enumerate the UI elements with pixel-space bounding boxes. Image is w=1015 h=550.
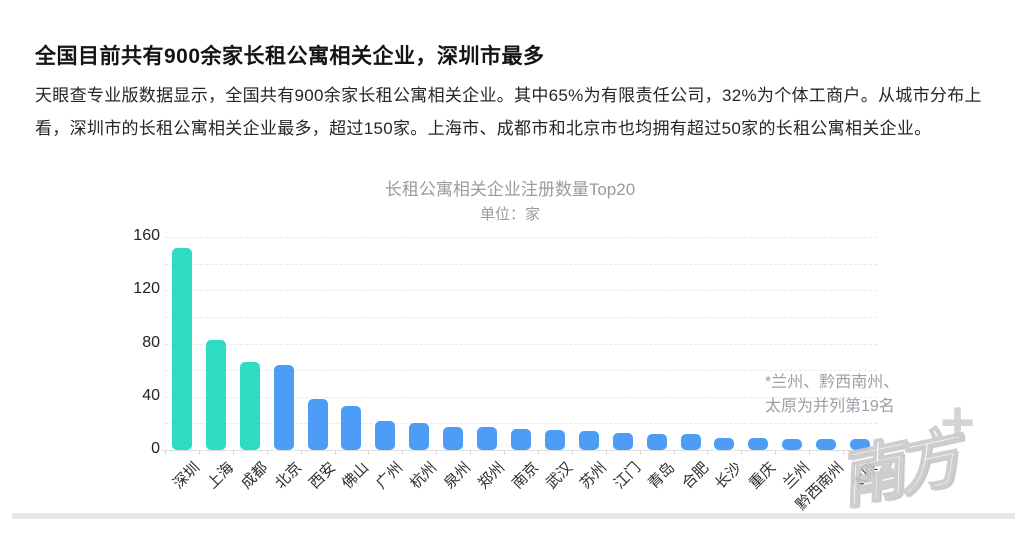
bar-泉州 xyxy=(443,427,464,450)
bar-苏州 xyxy=(578,431,599,450)
y-tick-label-40: 40 xyxy=(142,386,160,404)
gridline-80 xyxy=(165,343,877,345)
x-axis-tick xyxy=(368,451,370,455)
x-axis-line xyxy=(162,450,879,451)
gridline-160 xyxy=(165,237,877,238)
x-axis-tick xyxy=(436,451,438,455)
bar-西安 xyxy=(307,399,328,450)
x-axis-tick xyxy=(300,451,302,455)
y-tick-label-0: 0 xyxy=(151,440,160,457)
chart-unit-label: 单位：家 xyxy=(479,206,540,223)
bar-佛山 xyxy=(341,406,362,450)
bar-南京 xyxy=(511,428,531,450)
infographic-page: 全国目前共有900余家长租公寓相关企业，深圳市最多 天眼查专业版数据显示，全国共… xyxy=(12,45,1015,519)
y-tick-label-160: 160 xyxy=(133,227,160,244)
x-axis-tick xyxy=(809,451,811,455)
bar-合肥 xyxy=(680,434,701,450)
bar-兰州 xyxy=(782,439,803,450)
y-tick-label-80: 80 xyxy=(142,333,160,351)
x-axis-tick xyxy=(402,451,404,455)
gridline-60 xyxy=(165,370,877,372)
gridline-120 xyxy=(165,290,877,292)
headline: 全国目前共有900余家长租公寓相关企业，深圳市最多 xyxy=(35,45,545,68)
footer-divider-strip xyxy=(12,513,1015,519)
bar-成都 xyxy=(239,362,260,450)
x-axis-tick xyxy=(571,451,573,455)
x-axis-tick xyxy=(334,451,336,455)
x-axis-tick xyxy=(504,451,506,455)
x-axis-tick xyxy=(707,451,709,455)
x-axis-tick xyxy=(470,451,472,455)
gridline-100 xyxy=(165,316,877,318)
chart-title: 长租公寓相关企业注册数量Top20 xyxy=(384,180,636,199)
x-axis-tick xyxy=(266,451,268,455)
bar-青岛 xyxy=(646,434,667,450)
bar-杭州 xyxy=(409,423,430,450)
tie-note-line1: *兰州、黔西南州、 xyxy=(765,374,900,391)
x-axis-tick xyxy=(232,451,234,455)
x-axis-tick xyxy=(198,451,200,455)
bar-郑州 xyxy=(477,427,498,450)
gridline-140 xyxy=(165,263,877,265)
x-axis-tick xyxy=(639,451,641,455)
x-axis-tick xyxy=(165,451,166,455)
bar-太原 xyxy=(850,439,871,450)
x-axis-tick xyxy=(673,451,675,455)
x-axis-tick xyxy=(775,451,777,455)
bar-重庆 xyxy=(748,438,769,450)
bar-武汉 xyxy=(544,430,565,450)
tie-note-line2: 太原为并列第19名 xyxy=(765,398,895,415)
x-axis-tick xyxy=(741,451,743,455)
gridline-20 xyxy=(165,423,877,425)
body-paragraph: 天眼查专业版数据显示，全国共有900余家长租公寓相关企业。其中65%为有限责任公… xyxy=(35,86,982,138)
gridline-40 xyxy=(165,396,877,398)
x-axis-tick xyxy=(843,451,845,455)
y-tick-label-120: 120 xyxy=(133,280,160,298)
bar-北京 xyxy=(273,364,294,450)
bar-黔西南州 xyxy=(816,439,837,450)
bar-江门 xyxy=(612,432,633,450)
x-axis-tick xyxy=(877,451,878,455)
bar-上海 xyxy=(205,339,226,450)
x-axis-tick xyxy=(537,451,539,455)
tie-note: *兰州、黔西南州、 太原为并列第19名 xyxy=(765,371,965,419)
bar-plot-area xyxy=(165,237,877,450)
bar-长沙 xyxy=(714,438,735,450)
x-axis-tick xyxy=(605,451,607,455)
bar-广州 xyxy=(375,420,396,450)
bar-深圳 xyxy=(171,247,192,450)
